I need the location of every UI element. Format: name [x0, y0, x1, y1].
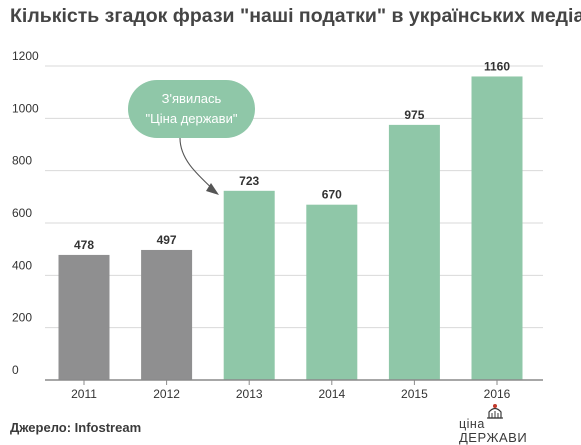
y-tick-label: 800: [12, 154, 32, 168]
logo-line-1: ціна: [459, 417, 485, 431]
bar: [388, 124, 440, 380]
callout-line-1: З'явилась: [162, 91, 222, 106]
logo-line-2: ДЕРЖАВИ: [459, 429, 528, 445]
logo-wordmark: ціна ДЕРЖАВИ: [459, 418, 527, 444]
value-label: 723: [239, 174, 259, 188]
y-tick-label: 0: [12, 363, 19, 377]
value-label: 478: [74, 238, 94, 252]
bar: [223, 190, 275, 380]
callout-line-2: "Ціна держави": [146, 111, 238, 126]
x-tick-label: 2016: [484, 387, 511, 401]
y-tick-label: 1200: [12, 49, 39, 63]
x-axis-ticks: 2011 2012 2013 2014 2015 2016: [71, 380, 511, 401]
source-note: Джерело: Infostream: [10, 420, 142, 435]
x-tick-label: 2014: [318, 387, 345, 401]
y-tick-label: 1000: [12, 101, 39, 115]
bar: [58, 254, 110, 380]
bar: [141, 249, 193, 380]
bars: [58, 76, 523, 380]
chart-title: Кількість згадок фрази "наші податки" в …: [10, 5, 581, 27]
x-tick-label: 2011: [71, 387, 97, 401]
logo-building-icon: [487, 404, 503, 419]
value-label: 975: [404, 108, 424, 122]
value-label: 1160: [484, 59, 510, 73]
annotation-callout: З'явилась "Ціна держави": [128, 80, 255, 195]
value-label: 670: [322, 188, 342, 202]
y-tick-label: 400: [12, 258, 32, 272]
x-tick-label: 2015: [401, 387, 428, 401]
brand-logo: ціна ДЕРЖАВИ: [459, 402, 529, 444]
bar: [471, 76, 523, 380]
y-axis-ticks: 0 200 400 600 800 1000 1200: [12, 49, 39, 377]
callout-bubble: [128, 80, 255, 138]
value-labels: 478 497 723 670 975 1160: [74, 59, 510, 251]
y-tick-label: 600: [12, 206, 32, 220]
y-tick-label: 200: [12, 311, 32, 325]
x-tick-label: 2012: [153, 387, 180, 401]
callout-arrowhead: [206, 183, 219, 195]
x-tick-label: 2013: [236, 387, 263, 401]
bar: [306, 204, 358, 380]
value-label: 497: [157, 233, 177, 247]
gridlines: [45, 65, 543, 329]
